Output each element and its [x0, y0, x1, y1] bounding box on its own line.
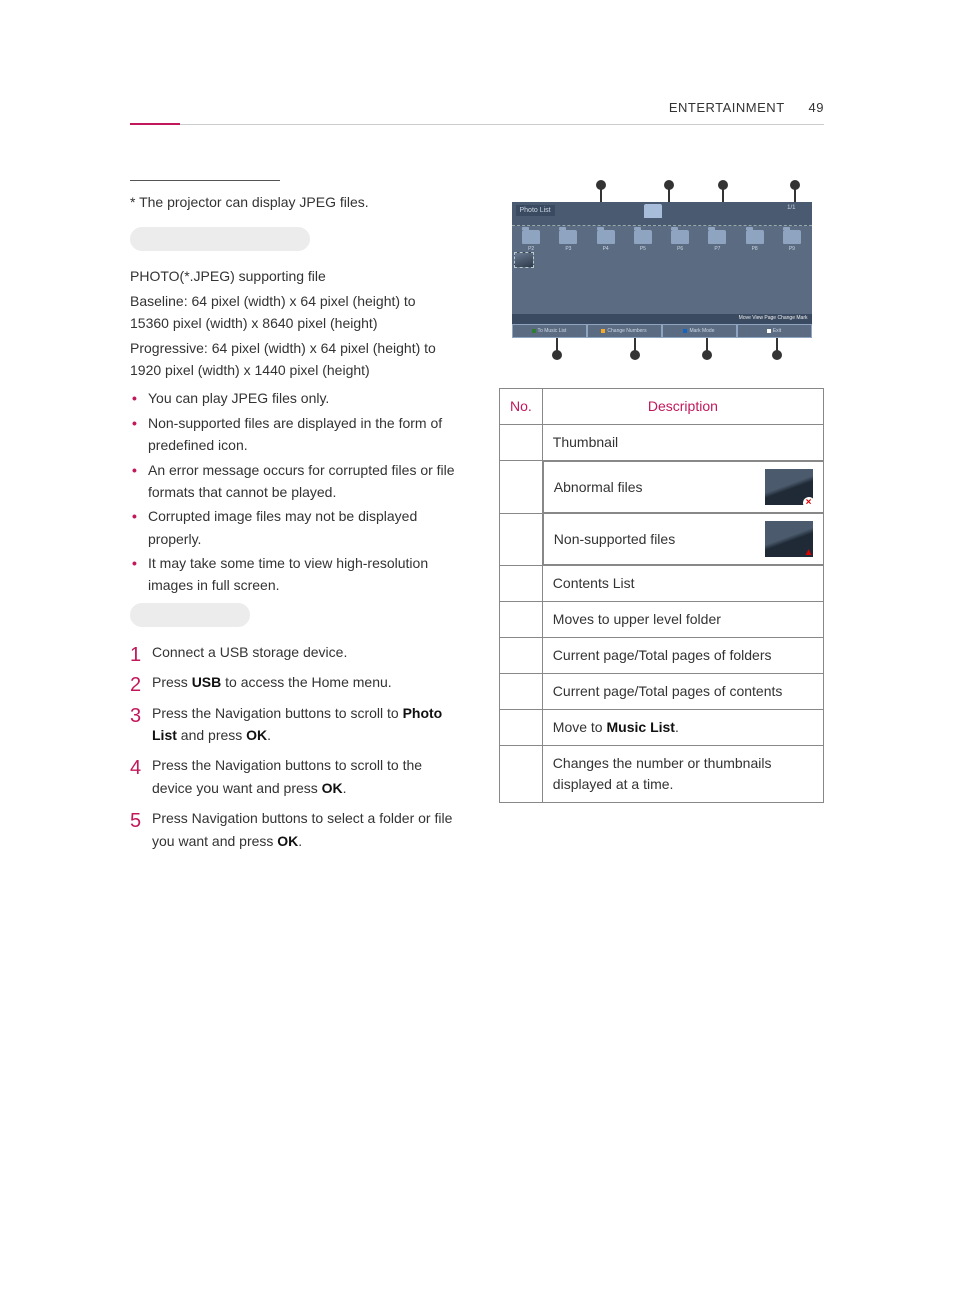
table-row: Abnormal files [500, 461, 824, 514]
table-row: Non-supported files [500, 513, 824, 566]
table-row: Current page/Total pages of contents [500, 674, 824, 710]
step-number: 5 [130, 805, 141, 837]
abnormal-file-icon [765, 469, 813, 505]
figure-thumbnail [514, 252, 534, 268]
step-number: 3 [130, 700, 141, 732]
folder-icon [522, 230, 540, 244]
step-item: 4Press the Navigation buttons to scroll … [130, 754, 455, 799]
figure-button-row: To Music List Change Numbers Mark Mode E… [512, 324, 812, 338]
folder-item: P9 [774, 230, 809, 276]
table-row: Move to Music List. [500, 710, 824, 746]
description-table: No. Description Thumbnail Abnormal files… [499, 388, 824, 803]
header-divider [130, 124, 824, 125]
figure-button: Change Numbers [587, 324, 662, 338]
folder-icon [634, 230, 652, 244]
step-item: 5Press Navigation buttons to select a fo… [130, 807, 455, 852]
step-number: 1 [130, 639, 141, 671]
folder-icon [708, 230, 726, 244]
callout-dot [552, 350, 562, 360]
table-row: Thumbnail [500, 425, 824, 461]
callout-dot [790, 180, 800, 190]
folder-icon [559, 230, 577, 244]
page-number: 49 [809, 100, 824, 115]
spec-line: Progressive: 64 pixel (width) x 64 pixel… [130, 337, 455, 382]
folder-icon [783, 230, 801, 244]
bullet-item: An error message occurs for corrupted fi… [130, 459, 455, 504]
figure-title: Photo List [516, 205, 555, 216]
bullet-item: Non-supported files are displayed in the… [130, 412, 455, 457]
footnote-rule [130, 180, 280, 181]
table-cell-text: Abnormal files [554, 477, 643, 498]
folder-item: P5 [625, 230, 660, 276]
callout-dot [664, 180, 674, 190]
table-row: Moves to upper level folder [500, 602, 824, 638]
figure-folder-grid: P2 P3 P4 P5 P6 P7 P8 P9 [514, 230, 810, 276]
table-cell-text: Non-supported files [554, 529, 675, 550]
folder-icon [746, 230, 764, 244]
spec-line: PHOTO(*.JPEG) supporting file [130, 265, 455, 287]
folder-item: P4 [588, 230, 623, 276]
right-column: Photo List 1/1 P2 P3 P4 P5 P6 P7 P8 P9 [499, 180, 824, 860]
figure-button: Exit [737, 324, 812, 338]
folder-icon [597, 230, 615, 244]
folder-icon [671, 230, 689, 244]
callout-dot [718, 180, 728, 190]
callout-dot [596, 180, 606, 190]
callout-dot [630, 350, 640, 360]
footnote: * The projector can display JPEG files. [130, 191, 455, 213]
step-item: 3Press the Navigation buttons to scroll … [130, 702, 455, 747]
unsupported-file-icon [765, 521, 813, 557]
callout-dot [702, 350, 712, 360]
step-number: 4 [130, 752, 141, 784]
bullet-item: You can play JPEG files only. [130, 387, 455, 409]
header-accent [130, 123, 180, 125]
section-pill-1 [130, 227, 310, 251]
section-pill-2 [130, 603, 250, 627]
figure-button: Mark Mode [662, 324, 737, 338]
table-row: Current page/Total pages of folders [500, 638, 824, 674]
figure-button: To Music List [512, 324, 587, 338]
steps-list: 1Connect a USB storage device. 2Press US… [130, 641, 455, 852]
page-header: ENTERTAINMENT 49 [669, 100, 824, 115]
step-text: Connect a USB storage device. [152, 644, 347, 660]
folder-item: P3 [551, 230, 586, 276]
step-item: 1Connect a USB storage device. [130, 641, 455, 663]
folder-icon [644, 204, 662, 218]
folder-item: P7 [700, 230, 735, 276]
section-name: ENTERTAINMENT [669, 100, 785, 115]
folder-item: P6 [663, 230, 698, 276]
bullet-item: It may take some time to view high-resol… [130, 552, 455, 597]
figure-screen: Photo List 1/1 P2 P3 P4 P5 P6 P7 P8 P9 [512, 202, 812, 338]
step-number: 2 [130, 669, 141, 701]
folder-item: P8 [737, 230, 772, 276]
left-column: * The projector can display JPEG files. … [130, 180, 455, 860]
figure-nav-hints: Move View Page Change Mark [512, 314, 812, 324]
table-row: Contents List [500, 566, 824, 602]
callout-dot [772, 350, 782, 360]
figure-titlebar: Photo List 1/1 [512, 202, 812, 226]
table-row: Changes the number or thumbnails display… [500, 746, 824, 803]
bullet-item: Corrupted image files may not be display… [130, 505, 455, 550]
figure-page-indicator: 1/1 [787, 205, 795, 211]
bullet-list: You can play JPEG files only. Non-suppor… [130, 387, 455, 597]
table-header-desc: Description [542, 389, 823, 425]
table-header-row: No. Description [500, 389, 824, 425]
step-item: 2Press USB to access the Home menu. [130, 671, 455, 693]
spec-line: Baseline: 64 pixel (width) x 64 pixel (h… [130, 290, 455, 335]
table-header-no: No. [500, 389, 543, 425]
photo-list-figure: Photo List 1/1 P2 P3 P4 P5 P6 P7 P8 P9 [512, 180, 812, 360]
